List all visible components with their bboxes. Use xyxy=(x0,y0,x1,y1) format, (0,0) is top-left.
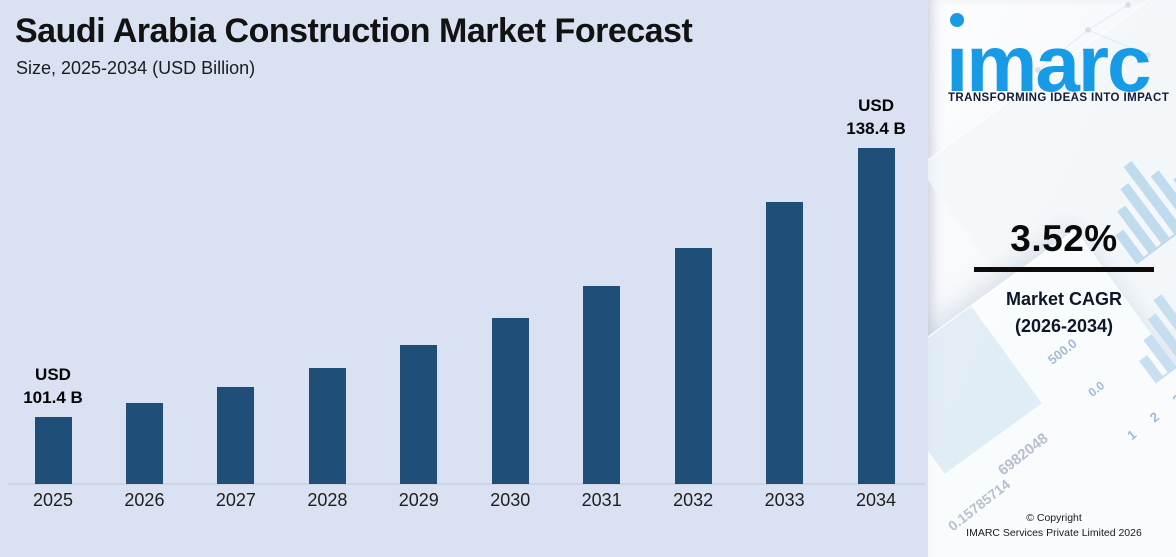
bar-2033 xyxy=(766,202,804,484)
bar-2028 xyxy=(308,368,346,484)
cagr-value: 3.52% xyxy=(1010,218,1118,259)
x-tick-label-2028: 2028 xyxy=(307,490,348,510)
bar-2031 xyxy=(583,286,621,484)
x-tick-label-2031: 2031 xyxy=(581,490,622,510)
logo-dot-icon xyxy=(950,13,964,27)
decor-number: 500.0 xyxy=(1044,335,1080,368)
decor-number: 6982048 xyxy=(994,429,1052,480)
bar-2032 xyxy=(674,248,712,484)
x-tick-label-2030: 2030 xyxy=(490,490,531,510)
chart-area: Saudi Arabia Construction Market Forecas… xyxy=(0,0,928,557)
copyright: © Copyright IMARC Services Private Limit… xyxy=(938,511,1170,541)
brand-panel: 500.0 0.0 1 2 3 4 6982048 0.15785714 ıma… xyxy=(928,0,1176,557)
bar-value-label-2034: USD 138.4 B xyxy=(846,96,906,138)
bar-2029 xyxy=(400,345,438,484)
decor-number: 0.0 xyxy=(1085,378,1108,400)
x-tick-label-2032: 2032 xyxy=(673,490,714,510)
x-tick-label-2034: 2034 xyxy=(856,490,897,510)
page-title: Saudi Arabia Construction Market Forecas… xyxy=(15,12,693,50)
cagr-label-line1: Market CAGR xyxy=(1005,289,1123,309)
bar-value-label-2025: USD 101.4 B xyxy=(23,365,83,407)
bar-2026 xyxy=(125,403,163,484)
imarc-logo: ımarc xyxy=(946,0,1176,104)
x-tick-label-2026: 2026 xyxy=(124,490,165,510)
logo-wordmark: ımarc xyxy=(946,19,1151,108)
cagr-label-line2: (2026-2034) xyxy=(1014,316,1114,336)
copyright-line2: IMARC Services Private Limited 2026 xyxy=(966,527,1142,539)
x-tick-label-2025: 2025 xyxy=(32,490,74,510)
x-tick-label-2027: 2027 xyxy=(215,490,256,510)
cagr-block: 3.52% Market CAGR (2026-2034) xyxy=(958,218,1170,340)
chart-subtitle: Size, 2025-2034 (USD Billion) xyxy=(16,58,256,78)
bar-2027 xyxy=(217,387,255,484)
bar-2025 xyxy=(34,417,72,484)
bar-2030 xyxy=(491,318,529,484)
decor-number: 1 2 3 4 xyxy=(1124,368,1176,444)
bar-plot: 2025 2026 2027 2028 2029 2030 2031 2032 2033 2034… xyxy=(8,96,925,510)
logo-tagline: TRANSFORMING IDEAS INTO IMPACT xyxy=(948,92,1170,104)
cagr-divider xyxy=(974,267,1154,272)
x-tick-label-2029: 2029 xyxy=(398,490,439,510)
copyright-line1: © Copyright xyxy=(1026,512,1082,524)
x-axis-line xyxy=(8,483,925,485)
bar-2034 xyxy=(857,148,895,484)
x-tick-label-2033: 2033 xyxy=(764,490,805,510)
